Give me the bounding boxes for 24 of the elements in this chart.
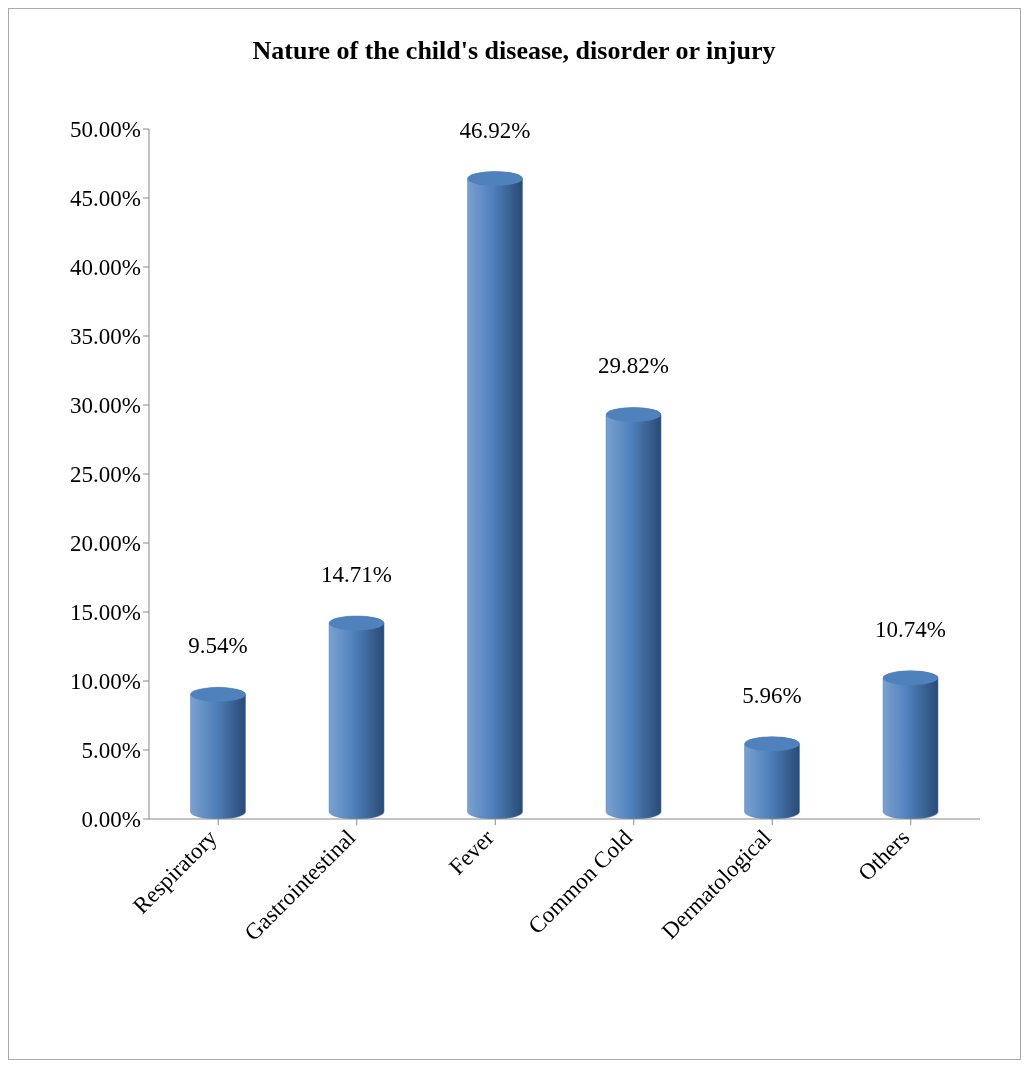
- data-label: 10.74%: [875, 616, 947, 642]
- data-label: 5.96%: [742, 682, 802, 708]
- y-tick-label: 20.00%: [70, 531, 141, 557]
- y-tick-label: 30.00%: [70, 393, 141, 419]
- y-tick-label: 50.00%: [70, 117, 141, 143]
- bar: [328, 615, 385, 819]
- bar: [467, 171, 523, 819]
- data-label: 9.54%: [188, 633, 248, 659]
- data-label: 14.71%: [321, 562, 393, 587]
- bar: [744, 736, 800, 819]
- y-tick-label: 35.00%: [70, 324, 141, 350]
- y-tick-label: 10.00%: [70, 669, 141, 695]
- bar: [605, 407, 662, 819]
- data-label: 29.82%: [598, 353, 670, 379]
- y-tick-label: 5.00%: [81, 738, 141, 764]
- y-tick-label: 40.00%: [70, 255, 141, 281]
- y-tick-label: 45.00%: [70, 186, 141, 212]
- chart-title: Nature of the child's disease, disorder or injury: [252, 36, 776, 65]
- y-tick-label: 0.00%: [81, 807, 141, 833]
- y-tick-label: 25.00%: [70, 462, 141, 488]
- y-tick-label: 15.00%: [70, 600, 141, 626]
- bar: [190, 687, 246, 819]
- data-label: 46.92%: [459, 117, 531, 143]
- bar: [882, 670, 939, 819]
